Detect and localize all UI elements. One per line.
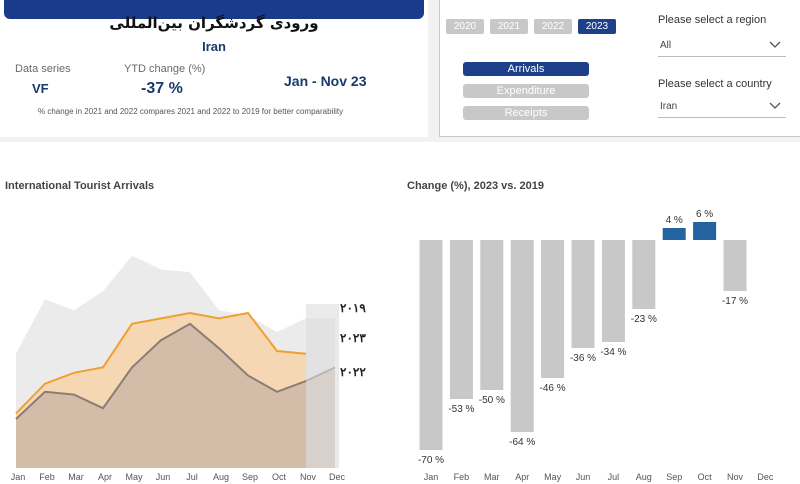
change-bar (662, 228, 686, 240)
series-2022-line (15, 322, 336, 420)
bar-data-label: 6 % (696, 209, 713, 220)
selected-country-title: Iran (202, 39, 226, 54)
x-tick-label: Oct (272, 472, 287, 482)
change-bar (632, 240, 656, 309)
x-tick-label: Aug (213, 472, 229, 482)
x-tick-label: Apr (515, 472, 529, 482)
change-bar (723, 240, 747, 291)
legend-label-series-2019: ۲۰۱۹ (340, 301, 366, 315)
x-tick-label: Jan (424, 472, 439, 482)
chevron-down-icon (768, 38, 782, 60)
year-button-2020[interactable]: 2020 (446, 19, 484, 34)
bar-data-label: 4 % (666, 215, 683, 226)
remaining-months-shade (306, 304, 339, 468)
dashboard-title: ورودی گردشگران بین‌المللی (109, 14, 319, 32)
bar-data-label: -36 % (570, 353, 596, 364)
comparability-footnote: % change in 2021 and 2022 compares 2021 … (38, 107, 344, 116)
change-bar (571, 240, 595, 348)
x-tick-label: Mar (484, 472, 500, 482)
x-tick-label: Sep (666, 472, 682, 482)
x-tick-label: Dec (329, 472, 346, 482)
year-button-2022[interactable]: 2022 (534, 19, 572, 34)
bar-data-label: -70 % (418, 455, 444, 466)
data-series-label: Data series (15, 63, 71, 75)
x-tick-label: Oct (698, 472, 713, 482)
bar-data-label: -53 % (448, 404, 474, 415)
ytd-change-value: -37 % (141, 80, 183, 97)
bar-data-label: -17 % (722, 296, 748, 307)
kpi-panel: ورودی گردشگران بین‌المللی Iran Data seri… (0, 0, 428, 137)
receipts-button[interactable]: Receipts (463, 106, 589, 120)
x-tick-label: May (544, 472, 562, 482)
period-label: Jan - Nov 23 (284, 73, 367, 89)
change-bar (601, 240, 625, 342)
x-tick-label: Mar (68, 472, 84, 482)
x-tick-label: Nov (727, 472, 744, 482)
change-bar (480, 240, 504, 390)
x-tick-label: Feb (39, 472, 55, 482)
legend-label-series-2023: ۲۰۲۳ (340, 331, 366, 345)
x-tick-label: Jul (608, 472, 620, 482)
bar-data-label: -50 % (479, 395, 505, 406)
expenditure-button[interactable]: Expenditure (463, 84, 589, 98)
x-tick-label: May (125, 472, 143, 482)
change-chart-title: Change (%), 2023 vs. 2019 (407, 180, 544, 192)
series-2022-area (16, 323, 335, 468)
x-tick-label: Sep (242, 472, 258, 482)
x-tick-label: Jun (156, 472, 171, 482)
change-bar (510, 240, 534, 432)
country-dropdown[interactable]: Iran (658, 97, 786, 118)
change-bar (693, 222, 717, 240)
ytd-change-label: YTD change (%) (124, 63, 206, 75)
x-tick-label: Jul (186, 472, 198, 482)
year-button-2021[interactable]: 2021 (490, 19, 528, 34)
data-series-value: VF (32, 81, 49, 96)
region-select-label: Please select a region (658, 14, 767, 26)
country-select-label: Please select a country (658, 78, 772, 90)
change-bar (449, 240, 473, 399)
region-dropdown[interactable]: All (658, 36, 786, 57)
bar-data-label: -46 % (540, 383, 566, 394)
arrivals-chart-title: International Tourist Arrivals (5, 180, 155, 192)
country-dropdown-value: Iran (660, 101, 678, 112)
x-tick-label: Feb (454, 472, 470, 482)
arrivals-area-chart: ۲۰۱۹ ۲۰۲۳ ۲۰۲۲ Jan Feb Mar Apr May Jun Jul Aug Sep O… (11, 255, 366, 482)
title-banner (4, 0, 424, 19)
change-bar (419, 240, 443, 450)
x-tick-label: Nov (300, 472, 317, 482)
change-bar (541, 240, 565, 378)
chevron-down-icon (768, 99, 782, 121)
arrivals-button[interactable]: Arrivals (463, 62, 589, 76)
x-tick-label: Jan (11, 472, 26, 482)
legend-label-series-2022: ۲۰۲۲ (340, 365, 366, 379)
bar-data-label: -23 % (631, 314, 657, 325)
series-2023-line (15, 311, 307, 415)
x-tick-label: Aug (636, 472, 652, 482)
x-tick-label: Apr (98, 472, 112, 482)
bar-data-label: -64 % (509, 437, 535, 448)
year-button-2023[interactable]: 2023 (578, 19, 616, 34)
x-tick-label: Jun (576, 472, 591, 482)
bar-data-label: -34 % (600, 347, 626, 358)
x-tick-label: Dec (757, 472, 774, 482)
change-bar-chart: -70 % Jan -53 % Feb -50 % Mar -64 % Apr -46 % May… (418, 209, 774, 482)
region-dropdown-value: All (660, 40, 672, 51)
